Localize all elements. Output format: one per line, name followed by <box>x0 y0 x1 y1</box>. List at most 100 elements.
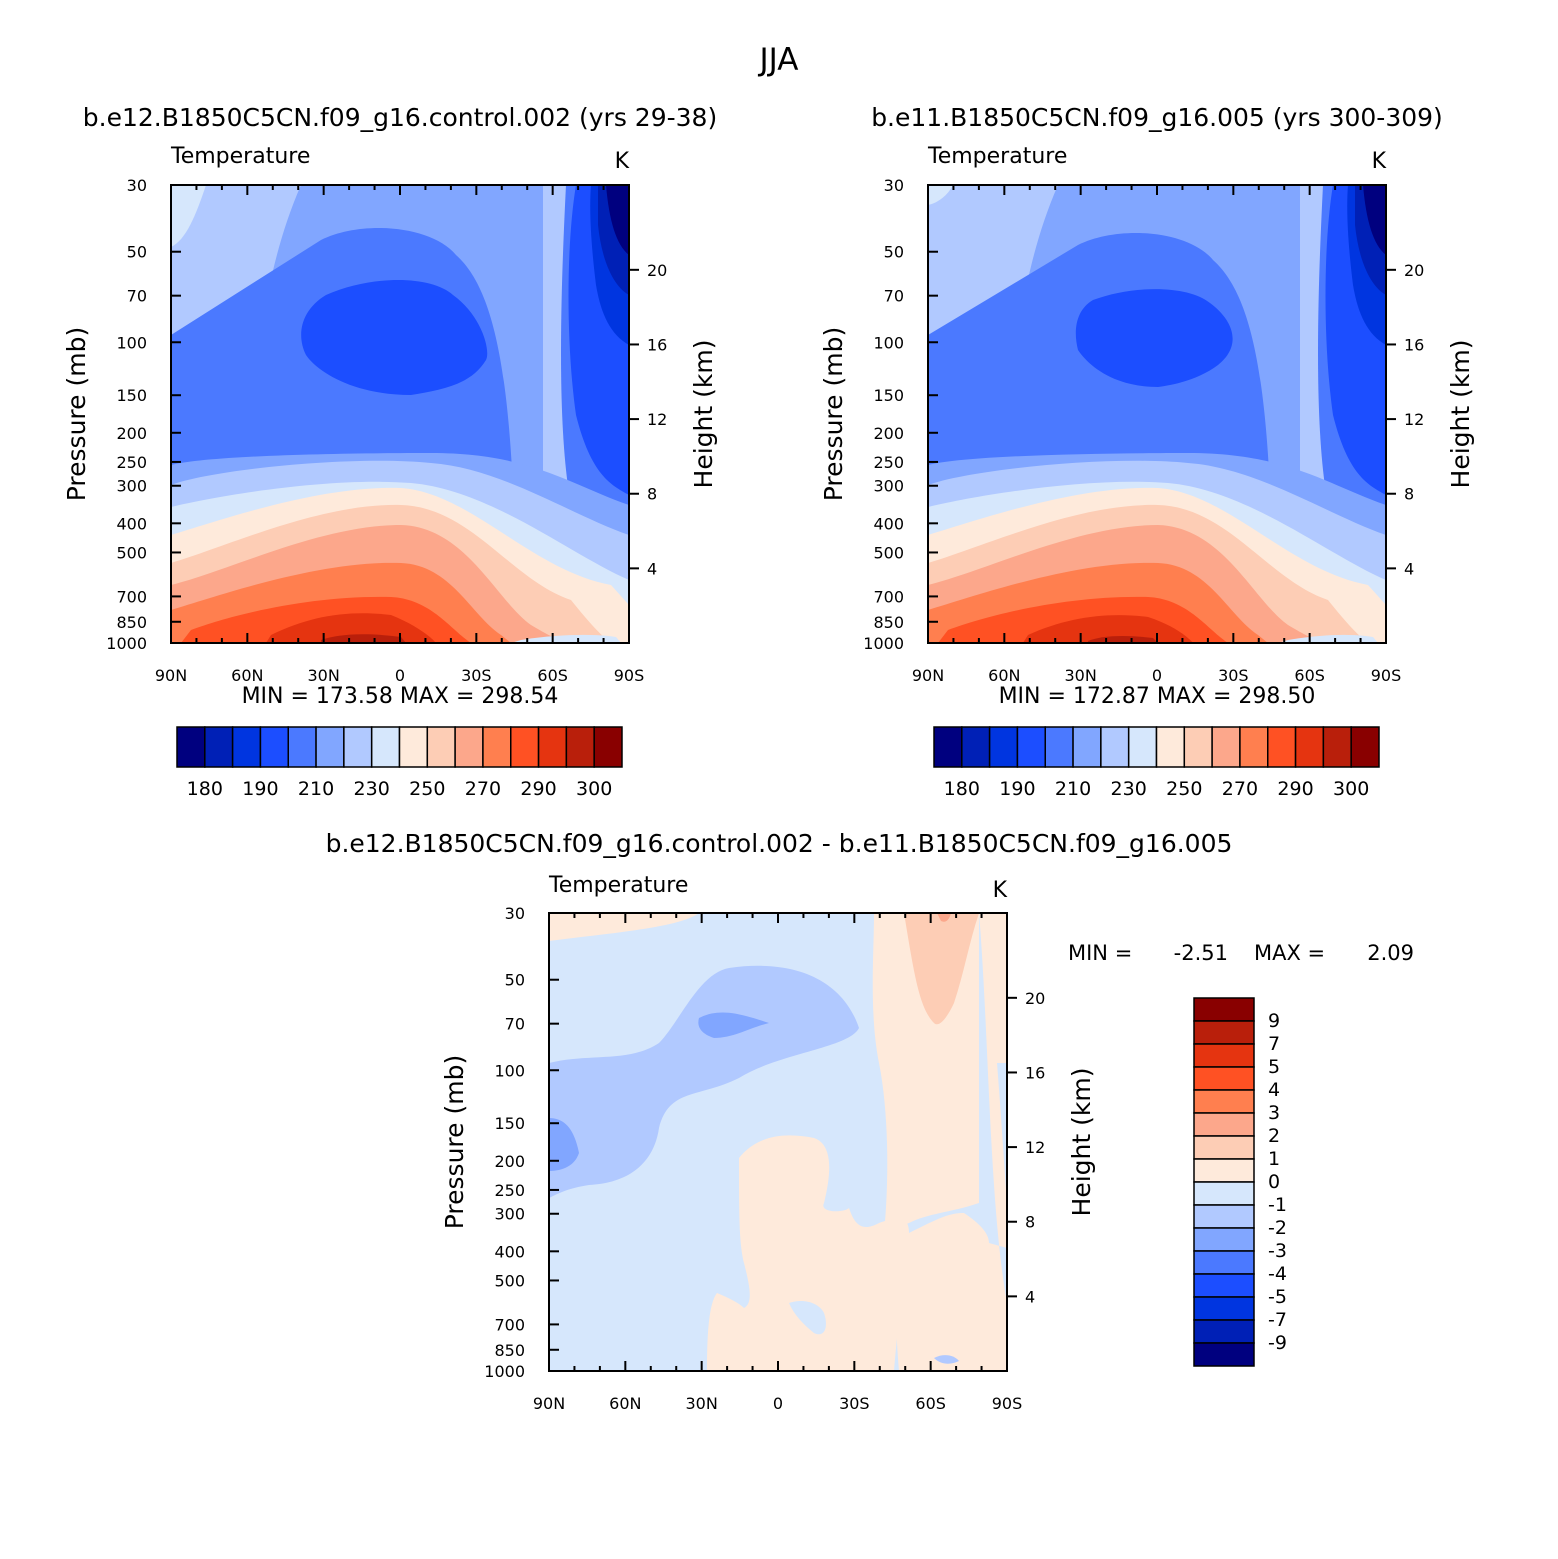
axis-ticks <box>548 912 1017 1372</box>
y-axis-label: Pressure (mb) <box>440 1055 469 1229</box>
max-value: 2.09 <box>1367 941 1414 965</box>
colorbar-box <box>1193 997 1255 1022</box>
temperature-difference-field <box>549 913 1007 1371</box>
colorbar-label: 270 <box>1222 778 1258 800</box>
colorbar-label: 2 <box>1268 1125 1280 1147</box>
contour-fill <box>1075 289 1233 387</box>
y-tick-label: 70 <box>127 287 147 306</box>
y2-tick-label: 4 <box>1025 1287 1035 1306</box>
x-tick-label: 0 <box>1152 666 1162 685</box>
unit-label: K <box>1372 149 1387 174</box>
y2-tick-label: 8 <box>647 485 657 504</box>
colorbar-label: 3 <box>1268 1102 1280 1124</box>
colorbar-label: -5 <box>1268 1286 1287 1308</box>
colorbar-label: 180 <box>187 778 223 800</box>
y-tick-label: 300 <box>873 477 904 496</box>
x-tick-label: 90S <box>1371 666 1402 685</box>
colorbar-box <box>1211 726 1241 768</box>
y-tick-label: 300 <box>116 477 147 496</box>
min-label: MIN = <box>1068 941 1132 965</box>
axis-ticks <box>170 184 639 644</box>
colorbar-box <box>1239 726 1269 768</box>
y2-axis-label: Height (km) <box>1446 340 1475 489</box>
y-tick-label: 400 <box>116 514 147 533</box>
x-tick-label: 30S <box>461 666 492 685</box>
y-tick-label: 50 <box>884 243 904 262</box>
colorbar-box <box>1322 726 1352 768</box>
colorbar-box <box>988 726 1019 768</box>
colorbar-box <box>510 726 540 768</box>
y-tick-label: 400 <box>873 514 904 533</box>
colorbar-label: 4 <box>1268 1079 1280 1101</box>
contour-fill <box>1023 615 1193 643</box>
y-tick-label: 250 <box>494 1181 525 1200</box>
colorbar-label: 190 <box>999 778 1035 800</box>
contour-fill <box>171 185 206 247</box>
colorbar-label: -3 <box>1268 1240 1287 1262</box>
colorbar-box <box>565 726 595 768</box>
x-tick-label: 60N <box>231 666 263 685</box>
colorbar-box <box>1100 726 1130 768</box>
field-label: Temperature <box>170 144 310 169</box>
contour-fill <box>698 1012 769 1038</box>
colorbar-box <box>454 726 484 768</box>
plot-frame <box>548 912 1017 1372</box>
min-max-text: MIN = -2.51 MAX = 2.09 <box>1068 941 1414 965</box>
y-tick-label: 70 <box>884 287 904 306</box>
colorbar-box <box>1350 726 1380 768</box>
y2-tick-label: 12 <box>1025 1138 1045 1157</box>
colorbar-box <box>537 726 568 768</box>
contour-fill <box>934 1355 959 1364</box>
colorbar-label: 250 <box>1166 778 1202 800</box>
panel-case2: b.e11.B1850C5CN.f09_g16.005 (yrs 300-309… <box>819 103 1475 800</box>
colorbar-label: 5 <box>1268 1056 1280 1078</box>
y2-tick-label: 12 <box>647 410 667 429</box>
colorbar-box <box>426 726 456 768</box>
colorbar-label: 230 <box>1111 778 1147 800</box>
y-tick-label: 30 <box>884 176 904 195</box>
y-tick-label: 100 <box>873 333 904 352</box>
y-tick-label: 200 <box>116 424 147 443</box>
min-value: -2.51 <box>1174 941 1228 965</box>
colorbar-label: 300 <box>576 778 612 800</box>
y-tick-label: 300 <box>494 1205 525 1224</box>
colorbar-box <box>1183 726 1213 768</box>
colorbar-box <box>593 726 623 768</box>
contour-fill <box>928 185 953 205</box>
y-tick-label: 30 <box>505 904 525 923</box>
y-tick-label: 150 <box>873 386 904 405</box>
colorbar-box <box>287 726 317 768</box>
colorbar-box <box>259 726 289 768</box>
y-tick-label: 100 <box>116 333 147 352</box>
colorbar-label: 270 <box>465 778 501 800</box>
contour-fill <box>789 1301 826 1335</box>
contour-fill <box>266 613 436 643</box>
field-label: Temperature <box>548 873 688 898</box>
x-tick-label: 30N <box>686 1394 718 1413</box>
y2-tick-label: 20 <box>1404 261 1424 280</box>
contour-fill <box>1363 185 1386 255</box>
panel-case1: b.e12.B1850C5CN.f09_g16.control.002 (yrs… <box>62 103 718 800</box>
x-tick-label: 60S <box>537 666 568 685</box>
y2-tick-label: 16 <box>1025 1063 1045 1082</box>
y-tick-label: 850 <box>873 613 904 632</box>
colorbar-box <box>343 726 373 768</box>
y2-tick-label: 4 <box>1404 559 1414 578</box>
y-axis-label: Pressure (mb) <box>819 327 848 501</box>
colorbar-box <box>398 726 429 768</box>
x-tick-label: 0 <box>395 666 405 685</box>
axis-ticks <box>927 184 1396 644</box>
panel-title: b.e12.B1850C5CN.f09_g16.control.002 - b.… <box>326 829 1233 858</box>
y2-tick-label: 20 <box>1025 989 1045 1008</box>
colorbar-label: -2 <box>1268 1217 1287 1239</box>
x-tick-label: 60N <box>988 666 1020 685</box>
min-max-text: MIN = 172.87 MAX = 298.50 <box>999 684 1316 709</box>
colorbar-label: 180 <box>944 778 980 800</box>
field-label: Temperature <box>927 144 1067 169</box>
y-tick-label: 1000 <box>106 634 147 653</box>
contour-fill <box>1278 634 1378 643</box>
colorbar-box <box>176 726 206 768</box>
contour-fill <box>937 913 951 922</box>
colorbar-label: 230 <box>354 778 390 800</box>
colorbar-label: -7 <box>1268 1309 1287 1331</box>
